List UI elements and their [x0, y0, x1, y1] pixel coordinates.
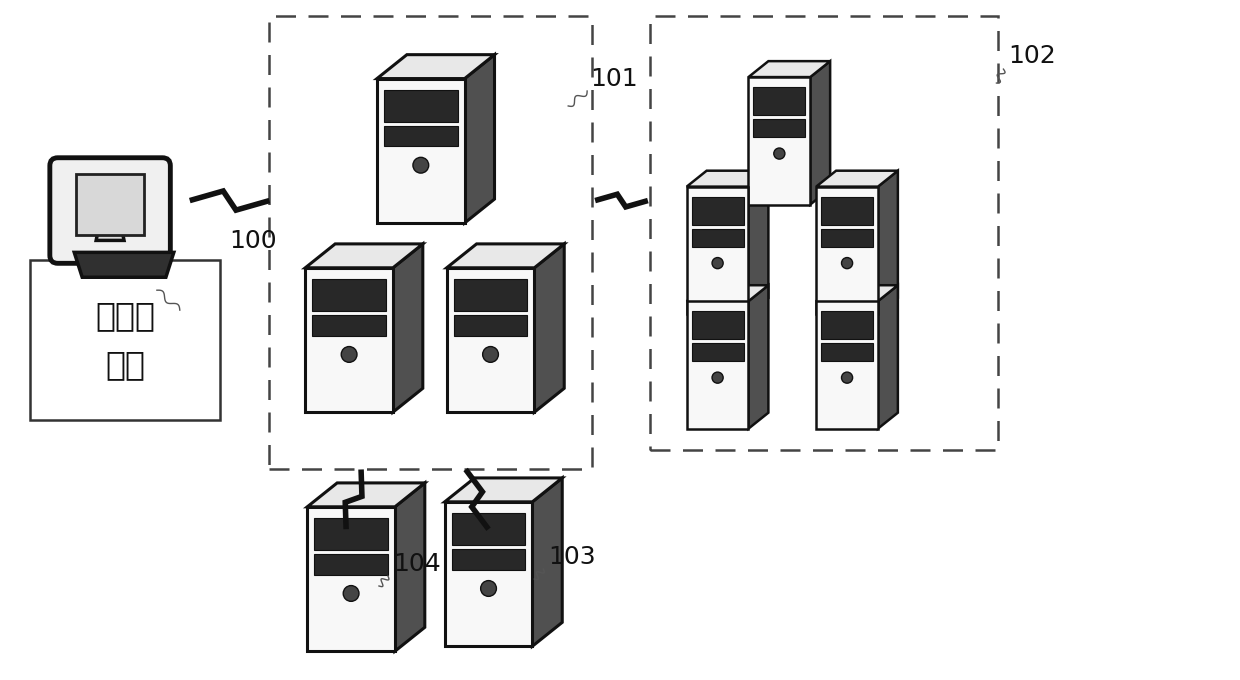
- Polygon shape: [816, 285, 898, 301]
- Polygon shape: [394, 483, 425, 651]
- Polygon shape: [446, 268, 534, 412]
- Polygon shape: [465, 54, 495, 223]
- Polygon shape: [305, 268, 393, 412]
- Polygon shape: [749, 61, 830, 77]
- Polygon shape: [692, 228, 744, 247]
- Circle shape: [712, 258, 723, 269]
- Polygon shape: [312, 316, 386, 336]
- Text: 102: 102: [1008, 44, 1056, 68]
- Polygon shape: [97, 211, 124, 241]
- Polygon shape: [445, 502, 532, 646]
- Polygon shape: [454, 316, 527, 336]
- Polygon shape: [687, 186, 749, 314]
- Circle shape: [343, 585, 360, 601]
- Circle shape: [481, 581, 496, 596]
- Circle shape: [482, 347, 498, 362]
- Polygon shape: [393, 244, 423, 412]
- Polygon shape: [749, 171, 769, 314]
- Polygon shape: [451, 549, 526, 570]
- Polygon shape: [377, 54, 495, 79]
- Polygon shape: [384, 126, 458, 146]
- Polygon shape: [754, 119, 805, 137]
- Text: 第三方
应用: 第三方 应用: [95, 299, 155, 381]
- Polygon shape: [754, 87, 805, 116]
- Circle shape: [842, 372, 853, 384]
- Polygon shape: [446, 244, 564, 268]
- Circle shape: [842, 258, 853, 269]
- Polygon shape: [451, 513, 526, 545]
- Polygon shape: [305, 244, 423, 268]
- Polygon shape: [532, 478, 562, 646]
- Polygon shape: [749, 285, 769, 428]
- Polygon shape: [687, 285, 769, 301]
- Polygon shape: [687, 171, 769, 186]
- Polygon shape: [454, 279, 527, 311]
- Bar: [31, 260, 219, 420]
- Polygon shape: [816, 171, 898, 186]
- Polygon shape: [816, 186, 878, 314]
- Text: 100: 100: [229, 229, 278, 254]
- Polygon shape: [308, 483, 425, 507]
- Text: 103: 103: [548, 545, 596, 569]
- Text: 104: 104: [393, 552, 440, 576]
- Polygon shape: [692, 311, 744, 339]
- Polygon shape: [377, 79, 465, 223]
- Polygon shape: [692, 197, 744, 225]
- Circle shape: [712, 372, 723, 384]
- Text: 101: 101: [590, 67, 637, 91]
- FancyBboxPatch shape: [50, 158, 170, 263]
- Polygon shape: [821, 197, 873, 225]
- Polygon shape: [534, 244, 564, 412]
- Polygon shape: [445, 478, 562, 502]
- Polygon shape: [314, 554, 388, 575]
- Circle shape: [774, 148, 785, 159]
- Circle shape: [341, 347, 357, 362]
- Bar: [76, 173, 144, 235]
- Bar: [650, 16, 998, 449]
- Circle shape: [413, 157, 429, 173]
- Polygon shape: [878, 171, 898, 314]
- Polygon shape: [749, 77, 810, 205]
- Polygon shape: [692, 343, 744, 361]
- Polygon shape: [314, 518, 388, 550]
- Polygon shape: [816, 301, 878, 428]
- Polygon shape: [687, 301, 749, 428]
- Polygon shape: [821, 343, 873, 361]
- Polygon shape: [821, 228, 873, 247]
- Polygon shape: [810, 61, 830, 205]
- Polygon shape: [74, 252, 174, 277]
- Bar: [269, 16, 593, 469]
- Polygon shape: [384, 90, 458, 122]
- Polygon shape: [821, 311, 873, 339]
- Polygon shape: [312, 279, 386, 311]
- Polygon shape: [308, 507, 394, 651]
- Polygon shape: [878, 285, 898, 428]
